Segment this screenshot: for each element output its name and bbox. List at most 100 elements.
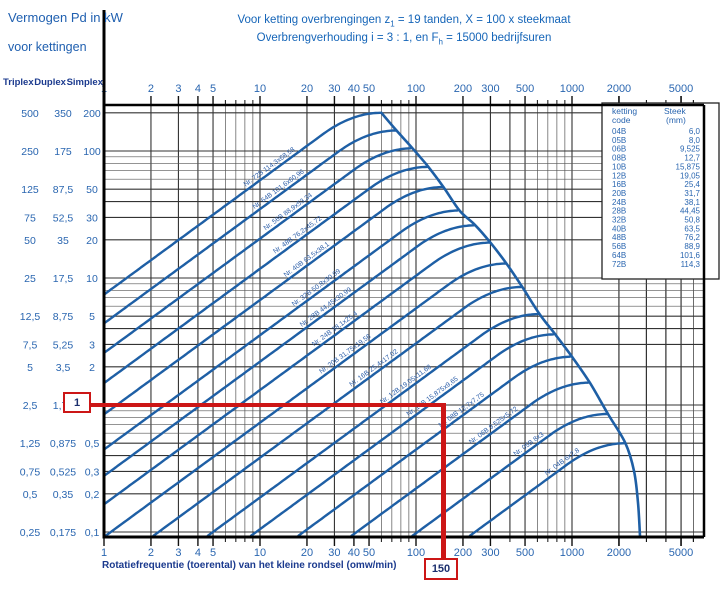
power-row-simplex: 0,5 <box>85 438 100 450</box>
power-row-simplex: 20 <box>86 235 98 247</box>
chain-curve-64B <box>102 129 398 325</box>
x-tick-label-top: 1000 <box>560 83 584 95</box>
x-tick-label-top: 40 <box>348 83 360 95</box>
legend-row-code: 12B <box>612 171 626 180</box>
x-axis-title: Rotatiefrequentie (toerental) van het kl… <box>102 560 397 571</box>
power-row-triplex: 500 <box>21 108 39 120</box>
plot-border <box>102 10 706 539</box>
x-tick-label-top: 50 <box>363 83 375 95</box>
power-row-duplex: 52,5 <box>53 212 74 224</box>
power-row-duplex: 0,35 <box>53 489 74 501</box>
chain-curve-40B <box>102 185 445 416</box>
x-tick-label-bottom: 3 <box>175 547 181 559</box>
x-tick-label-top: 500 <box>516 83 534 95</box>
column-header-duplex: Duplex <box>34 77 66 88</box>
power-row-triplex: 2,5 <box>23 400 38 412</box>
legend-row-code: 56B <box>612 242 626 251</box>
legend-header-steek: Steek <box>664 106 686 116</box>
legend-row-steek: 63,5 <box>684 224 700 233</box>
power-row-simplex: 0,3 <box>85 466 100 478</box>
legend-row-steek: 88,9 <box>684 242 700 251</box>
selection-vertical-line <box>441 402 446 559</box>
column-header-triplex: Triplex <box>3 77 34 88</box>
legend-row-code: 72B <box>612 260 626 269</box>
power-row-triplex: 50 <box>24 235 36 247</box>
power-row-duplex: 8,75 <box>53 311 74 323</box>
selection-speed-badge: 150 <box>424 558 458 580</box>
power-row-triplex: 125 <box>21 184 39 196</box>
x-tick-label-bottom: 40 <box>348 547 360 559</box>
chain-curve-56B <box>102 147 412 355</box>
legend-row-steek: 38,1 <box>684 198 700 207</box>
power-row-simplex: 10 <box>86 273 98 285</box>
power-row-triplex: 12,5 <box>20 311 41 323</box>
envelope-curve <box>380 111 642 538</box>
x-tick-label-bottom: 100 <box>407 547 425 559</box>
power-row-duplex: 0,875 <box>50 438 76 450</box>
legend-row-code: 06B <box>612 145 626 154</box>
legend-row-code: 16B <box>612 180 626 189</box>
legend-row-code: 28B <box>612 207 626 216</box>
x-tick-label-top: 20 <box>301 83 313 95</box>
x-tick-label-top: 30 <box>328 83 340 95</box>
power-row-simplex: 0,2 <box>85 489 100 501</box>
power-row-triplex: 0,5 <box>23 489 38 501</box>
power-row-simplex: 30 <box>86 212 98 224</box>
power-row-simplex: 5 <box>89 311 95 323</box>
power-row-simplex: 2 <box>89 362 95 374</box>
x-tick-label-top: 300 <box>481 83 499 95</box>
power-row-triplex: 25 <box>24 273 36 285</box>
x-tick-label-bottom: 1 <box>101 547 107 559</box>
legend-row-code: 20B <box>612 189 626 198</box>
selection-power-badge: 1 <box>63 392 91 413</box>
x-tick-label-top: 4 <box>195 83 201 95</box>
x-tick-label-bottom: 2000 <box>607 547 631 559</box>
power-row-duplex: 0,175 <box>50 527 76 539</box>
legend-row-code: 64B <box>612 251 626 260</box>
legend-row-code: 10B <box>612 162 626 171</box>
legend-row-steek: 12,7 <box>684 154 700 163</box>
x-tick-label-bottom: 10 <box>254 547 266 559</box>
power-column-headers: Triplex Duplex Simplex <box>3 77 103 88</box>
chain-curve-label: Nr. 04B 6x2,8 <box>544 447 582 477</box>
legend-row-steek: 114,3 <box>681 260 701 269</box>
legend-header-code: ketting <box>612 106 637 116</box>
power-row-triplex: 5 <box>27 362 33 374</box>
x-tick-label-bottom: 50 <box>363 547 375 559</box>
chain-curve-label: Nr. 05B 8x3 <box>513 431 546 458</box>
legend-row-steek: 9,525 <box>680 145 701 154</box>
selection-horizontal-line <box>89 402 443 407</box>
legend-row-steek: 76,2 <box>684 233 700 242</box>
legend-row-code: 24B <box>612 198 626 207</box>
chain-curve-04B <box>468 442 626 537</box>
legend-row-steek: 44,45 <box>680 207 701 216</box>
x-tick-label-bottom: 5000 <box>669 547 693 559</box>
power-row-simplex: 50 <box>86 184 98 196</box>
chain-curve-20B <box>104 262 508 537</box>
power-row-duplex: 17,5 <box>53 273 74 285</box>
chain-curve-10B <box>249 333 555 537</box>
x-tick-label-top: 3 <box>175 83 181 95</box>
chain-curve-24B <box>102 241 492 506</box>
x-tick-label-bottom: 300 <box>481 547 499 559</box>
chain-curve-08B <box>297 355 572 537</box>
power-row-triplex: 0,25 <box>20 527 41 539</box>
power-row-duplex: 0,525 <box>50 466 76 478</box>
chain-curve-label: Nr. 06B 9,525x5,72 <box>468 406 519 446</box>
chart-title-line2: Overbrengverhouding i = 3 : 1, en Fh = 1… <box>256 32 552 47</box>
x-tick-label-top: 200 <box>454 83 472 95</box>
power-row-simplex: 0,1 <box>85 527 100 539</box>
power-row-triplex: 250 <box>21 146 39 158</box>
x-tick-label-bottom: 20 <box>301 547 313 559</box>
x-tick-label-bottom: 200 <box>454 547 472 559</box>
chain-curve-06B <box>350 381 590 537</box>
legend-row-code: 04B <box>612 127 626 136</box>
x-tick-label-bottom: 2 <box>148 547 154 559</box>
x-tick-label-top: 2000 <box>607 83 631 95</box>
legend-row-code: 48B <box>612 233 626 242</box>
x-tick-label-bottom: 5 <box>210 547 216 559</box>
column-header-simplex: Simplex <box>66 77 103 88</box>
